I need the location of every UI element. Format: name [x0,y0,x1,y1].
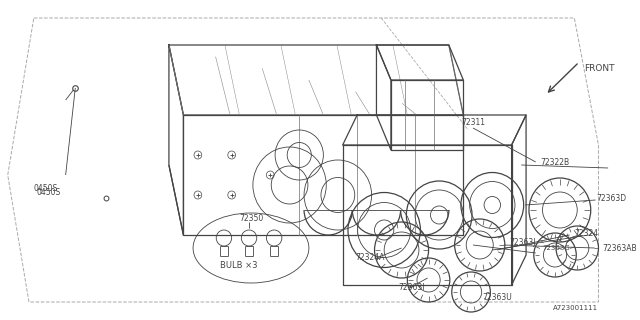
Text: BULB ×3: BULB ×3 [220,260,257,269]
Text: 72324A: 72324A [355,253,385,262]
Text: 72322B: 72322B [541,157,570,166]
Text: FRONT: FRONT [584,63,614,73]
Text: A723001111: A723001111 [554,305,598,311]
Text: 72311: 72311 [461,117,485,126]
Text: 72363U: 72363U [483,293,513,302]
Text: 72363J: 72363J [509,237,536,246]
Text: 72350: 72350 [239,213,264,222]
Text: 72324: 72324 [574,228,598,237]
Text: 72363I: 72363I [399,284,425,292]
Text: 72363G: 72363G [543,245,570,251]
Text: 72363AB: 72363AB [602,244,637,252]
Text: 72363D: 72363D [596,194,627,203]
Text: 0450S: 0450S [36,188,61,196]
Text: 0450S: 0450S [34,183,58,193]
